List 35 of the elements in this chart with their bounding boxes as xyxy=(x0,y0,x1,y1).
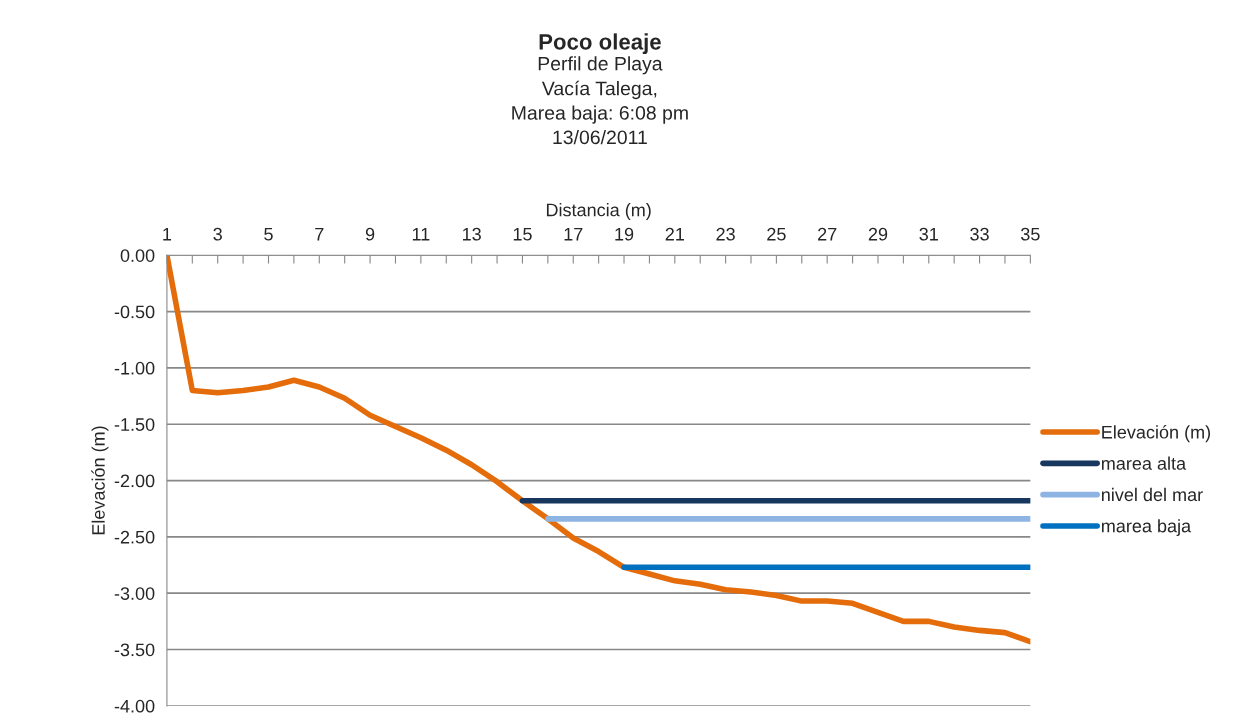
x-tick-label: 7 xyxy=(315,227,324,241)
x-tick-label: 5 xyxy=(264,227,273,241)
legend-label: nivel del mar xyxy=(1101,487,1203,502)
y-tick-label: -4.00 xyxy=(114,699,155,713)
chart-subtitle: Perfil de Playa Vacía Talega, Marea baja: 6:08 pm 13/06/2011 xyxy=(512,56,688,145)
y-axis-title: Elevación (m) xyxy=(91,426,109,535)
x-tick-label: 33 xyxy=(970,227,989,241)
y-tick-label: 0.00 xyxy=(120,249,155,262)
x-tick-label: 3 xyxy=(213,227,222,241)
x-tick-label: 13 xyxy=(462,227,481,241)
x-tick-label: 11 xyxy=(412,227,430,241)
legend-label: marea baja xyxy=(1101,519,1192,536)
x-tick-label: 9 xyxy=(365,227,375,241)
y-tick-label: -2.00 xyxy=(114,474,155,488)
x-tick-label: 23 xyxy=(716,227,735,241)
y-tick-label: -2.50 xyxy=(114,530,155,544)
y-tick-label: -3.50 xyxy=(114,643,155,657)
y-tick-label: -0.50 xyxy=(114,305,155,319)
x-tick-label: 1 xyxy=(163,227,172,241)
chart-title: Poco oleaje xyxy=(539,33,661,55)
x-tick-label: 27 xyxy=(818,227,837,241)
x-tick-label: 31 xyxy=(919,227,938,241)
x-tick-label: 17 xyxy=(564,227,583,241)
legend-label: marea alta xyxy=(1101,456,1187,470)
y-tick-label: -1.00 xyxy=(114,361,155,375)
x-tick-label: 21 xyxy=(665,227,684,241)
x-tick-label: 15 xyxy=(513,227,532,241)
x-tick-label: 19 xyxy=(615,227,634,241)
x-axis-title: Distancia (m) xyxy=(546,203,651,220)
legend-label: Elevación (m) xyxy=(1102,425,1211,443)
x-tick-label: 25 xyxy=(767,227,786,241)
y-tick-label: -3.00 xyxy=(114,587,155,600)
x-tick-label: 35 xyxy=(1021,227,1040,241)
x-tick-label: 29 xyxy=(868,227,888,241)
y-tick-label: -1.50 xyxy=(114,418,155,431)
